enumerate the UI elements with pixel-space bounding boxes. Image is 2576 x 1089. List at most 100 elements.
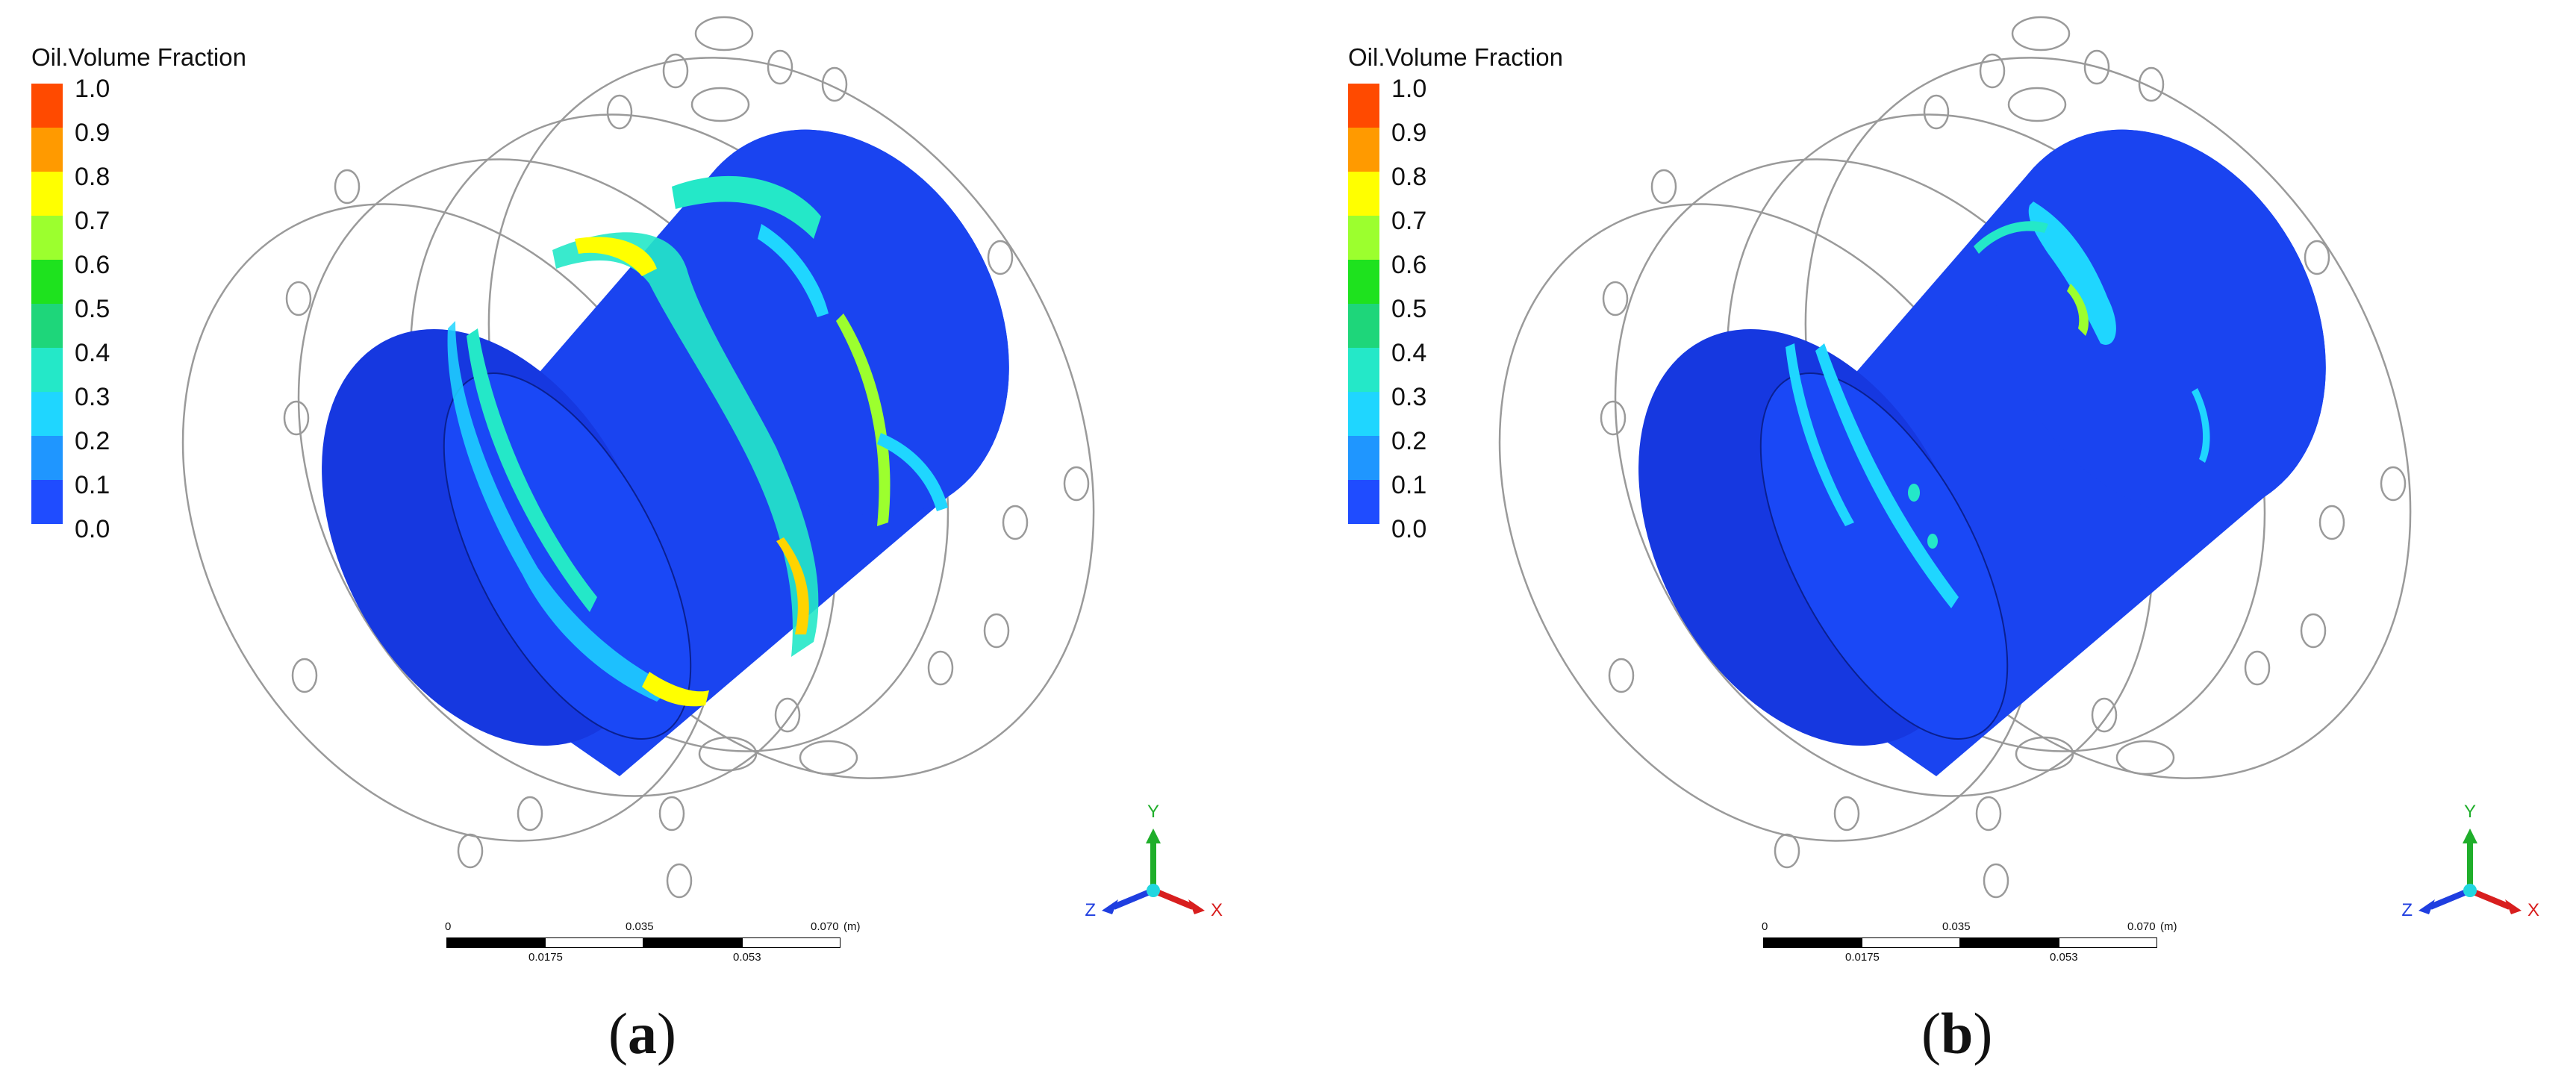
bolt-hole	[1979, 53, 2006, 89]
triad-origin	[1147, 884, 1160, 897]
bolt-hole	[1833, 796, 1860, 831]
legend-label: 0.1	[75, 471, 110, 499]
bolt-hole	[2300, 613, 2327, 649]
scale-label: 0.035	[1942, 920, 1971, 933]
bolt-hole	[285, 281, 312, 316]
legend-swatch	[31, 392, 63, 436]
legend-label: 0.9	[1391, 119, 1427, 147]
oil-streak	[447, 321, 672, 702]
legend-swatch	[31, 84, 63, 128]
scale-label: 0.0175	[1845, 951, 1880, 964]
legend-label: 0.6	[1391, 251, 1427, 279]
scale-segment	[1862, 937, 1960, 948]
scale-label: 0.0175	[528, 951, 563, 964]
bolt-hole	[1002, 505, 1029, 540]
scale-label: 0.070	[811, 920, 839, 933]
x-axis-arrow	[2469, 887, 2511, 910]
y-axis-arrowhead	[1146, 829, 1161, 843]
scale-bar: 0 0.035 0.070 (m) 0.0175 0.053	[1762, 917, 2177, 964]
bolt-hole	[2015, 736, 2074, 772]
legend-label: 0.8	[1391, 163, 1427, 191]
caption-paren: )	[1973, 1001, 1993, 1066]
cylinder-back-face	[1995, 129, 2326, 517]
bolt-hole	[2091, 697, 2118, 733]
legend-swatch	[1348, 348, 1379, 392]
scale-label: 0.053	[2050, 951, 2078, 964]
legend-swatch	[31, 436, 63, 480]
bolt-hole	[1650, 169, 1677, 205]
oil-streak	[642, 672, 709, 707]
coordinate-triad: Y X Z	[1085, 802, 1223, 920]
y-axis-label: Y	[2464, 802, 2476, 822]
oil-droplet	[1908, 484, 1920, 502]
z-axis-arrowhead	[1102, 899, 1118, 914]
bolt-hole	[2380, 466, 2407, 502]
caption-letter: a	[627, 1001, 657, 1066]
panel-a: Oil.Volume Fraction 1.0 0.9 0.8 0.7 0.6 …	[31, 16, 1223, 1067]
legend-label: 0.0	[1391, 515, 1427, 543]
oil-fraction-patches	[447, 175, 948, 707]
bolt-hole	[799, 740, 858, 776]
panel-caption: (a)	[608, 1000, 676, 1067]
z-axis-arrowhead	[2418, 899, 2435, 914]
cfd-scene: Y X Z	[1498, 16, 2539, 920]
scale-label: 0.070	[2127, 920, 2156, 933]
bolt-hole	[694, 16, 754, 52]
bolt-hole	[606, 94, 633, 130]
bolt-hole	[457, 833, 484, 869]
legend-swatch	[1348, 392, 1379, 436]
bolt-hole	[987, 240, 1014, 275]
scale-unit: (m)	[2160, 920, 2177, 933]
z-axis-label: Z	[1085, 900, 1096, 920]
legend-swatch	[1348, 172, 1379, 216]
legend-title: Oil.Volume Fraction	[1348, 43, 1563, 71]
triad-origin	[2463, 884, 2477, 897]
legend-swatch	[1348, 304, 1379, 348]
scale-segment	[742, 937, 841, 948]
oil-patch	[2028, 202, 2116, 345]
legend-label: 0.8	[75, 163, 110, 191]
oil-streak	[1815, 343, 1959, 608]
bolt-hole	[1983, 863, 2009, 899]
bolt-hole	[2007, 87, 2067, 122]
legend-swatch	[31, 172, 63, 216]
legend-swatch	[31, 128, 63, 172]
legend-swatch	[31, 480, 63, 524]
bolt-hole	[1600, 400, 1627, 436]
oil-band	[575, 237, 657, 276]
scale-label: 0.053	[733, 951, 761, 964]
bolt-hole	[698, 736, 758, 772]
oil-fraction-patches	[1786, 202, 2210, 608]
legend-label: 0.5	[75, 295, 110, 323]
legend-label: 1.0	[75, 75, 110, 103]
x-axis-label: X	[2527, 900, 2539, 920]
scale-segment	[643, 937, 742, 948]
scale-label: 0	[445, 920, 452, 933]
bolt-hole	[662, 53, 689, 89]
oil-band	[552, 232, 819, 657]
legend-swatch	[1348, 436, 1379, 480]
y-axis-arrowhead	[2463, 829, 2477, 843]
bolt-hole	[2083, 49, 2110, 85]
bearing-cylinder	[1638, 129, 2326, 776]
bolt-hole	[1923, 94, 1950, 130]
scale-segment	[1763, 937, 1862, 948]
x-axis-label: X	[1211, 900, 1223, 920]
legend-swatch	[1348, 260, 1379, 304]
x-axis-arrowhead	[2505, 899, 2522, 914]
scale-segment	[545, 937, 643, 948]
legend-label: 0.9	[75, 119, 110, 147]
bolt-hole	[774, 697, 801, 733]
bolt-hole	[2244, 650, 2271, 686]
scale-unit: (m)	[843, 920, 861, 933]
caption-paren: )	[656, 1001, 676, 1066]
bolt-hole	[821, 66, 848, 102]
panel-caption: (b)	[1921, 1000, 1992, 1067]
bolt-hole	[2318, 505, 2345, 540]
legend-colorbar	[31, 84, 63, 524]
legend-label: 0.3	[75, 383, 110, 411]
oil-streak	[1974, 221, 2048, 254]
oil-streak	[467, 328, 597, 612]
legend-label: 0.7	[75, 207, 110, 235]
oil-patch	[2067, 284, 2089, 336]
